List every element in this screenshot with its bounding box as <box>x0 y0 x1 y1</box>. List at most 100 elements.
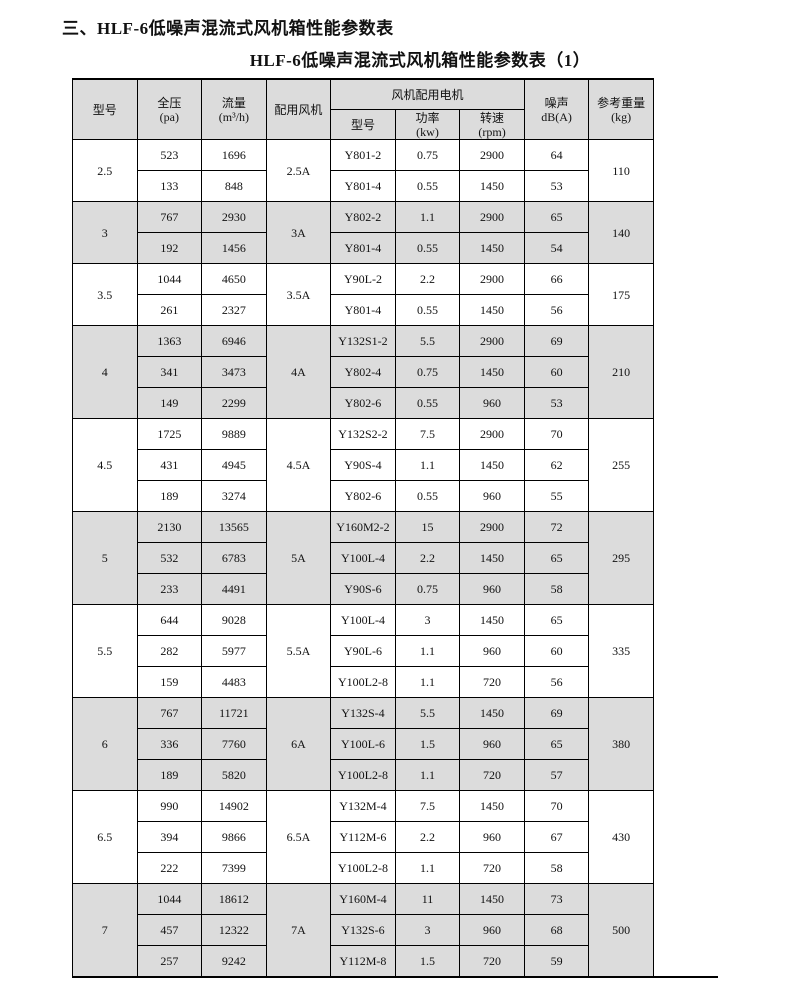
cell-fan: 2.5A <box>265 139 332 202</box>
cell-power: 0.55 <box>394 387 461 419</box>
cell-power: 2.2 <box>394 263 461 295</box>
cell-pressure: 1044 <box>136 883 203 915</box>
cell-speed: 960 <box>459 480 525 512</box>
cell-pressure: 192 <box>136 232 203 264</box>
cell-power: 1.1 <box>394 666 461 698</box>
cell-weight: 430 <box>588 790 654 884</box>
cell-noise: 64 <box>523 139 590 171</box>
cell-pressure: 222 <box>136 852 203 884</box>
cell-power: 0.75 <box>394 139 461 171</box>
cell-pressure: 1363 <box>136 325 203 357</box>
cell-motor-model: Y160M2-2 <box>330 511 396 543</box>
cell-power: 3 <box>394 604 461 636</box>
cell-noise: 69 <box>523 697 590 729</box>
cell-speed: 960 <box>459 728 525 760</box>
cell-motor-model: Y132M-4 <box>330 790 396 822</box>
table-body: 2.5 523 1696 2.5A Y801-2 0.75 2900 64 110 133 848 Y… <box>72 139 719 978</box>
cell-power: 15 <box>394 511 461 543</box>
cell-noise: 65 <box>523 201 590 233</box>
cell-weight: 295 <box>588 511 654 605</box>
cell-flow: 3473 <box>201 356 267 388</box>
cell-motor-model: Y100L-4 <box>330 604 396 636</box>
cell-motor-model: Y160M-4 <box>330 883 396 915</box>
cell-speed: 2900 <box>459 139 525 171</box>
cell-model: 6.5 <box>72 790 138 884</box>
cell-flow: 2327 <box>201 294 267 326</box>
cell-pressure: 767 <box>136 697 203 729</box>
header-model: 型号 <box>72 78 138 140</box>
table-row: 532 6783 Y100L-4 2.2 1450 65 <box>73 542 719 574</box>
header-weight: 参考重量 (kg) <box>588 78 654 140</box>
cell-pressure: 990 <box>136 790 203 822</box>
cell-pressure: 341 <box>136 356 203 388</box>
cell-power: 0.75 <box>394 573 461 605</box>
cell-fan: 4.5A <box>265 418 332 512</box>
cell-noise: 59 <box>523 945 590 978</box>
cell-power: 0.55 <box>394 480 461 512</box>
cell-power: 0.55 <box>394 232 461 264</box>
cell-flow: 848 <box>201 170 267 202</box>
cell-flow: 4945 <box>201 449 267 481</box>
cell-pressure: 133 <box>136 170 203 202</box>
cell-noise: 65 <box>523 542 590 574</box>
section-title: 三、HLF-6低噪声混流式风机箱性能参数表 <box>62 19 394 38</box>
cell-pressure: 189 <box>136 480 203 512</box>
cell-pressure: 767 <box>136 201 203 233</box>
cell-model: 6 <box>72 697 138 791</box>
cell-motor-model: Y802-6 <box>330 480 396 512</box>
table-row: 6.5 990 14902 6.5A Y132M-4 7.5 1450 70 430 <box>72 790 719 884</box>
cell-motor-model: Y802-6 <box>330 387 396 419</box>
cell-model: 5 <box>72 511 138 605</box>
cell-model: 3.5 <box>72 263 138 326</box>
cell-noise: 69 <box>523 325 590 357</box>
cell-flow: 12322 <box>201 914 267 946</box>
table-row: 149 2299 Y802-6 0.55 960 53 <box>73 387 719 419</box>
cell-speed: 2900 <box>459 325 525 357</box>
cell-power: 5.5 <box>394 697 461 729</box>
cell-pressure: 1044 <box>136 263 203 295</box>
cell-speed: 720 <box>459 666 525 698</box>
cell-pressure: 189 <box>136 759 203 791</box>
cell-fan: 5A <box>265 511 332 605</box>
table-row: 5.5 644 9028 5.5A Y100L-4 3 1450 65 335 <box>72 604 719 698</box>
cell-motor-model: Y801-2 <box>330 139 396 171</box>
cell-model: 4.5 <box>72 418 138 512</box>
cell-motor-model: Y112M-6 <box>330 821 396 853</box>
cell-pressure: 394 <box>136 821 203 853</box>
header-power: 功率 (kw) <box>394 109 461 140</box>
cell-pressure: 523 <box>136 139 203 171</box>
cell-noise: 58 <box>523 852 590 884</box>
cell-motor-model: Y801-4 <box>330 170 396 202</box>
cell-speed: 1450 <box>459 883 525 915</box>
cell-noise: 70 <box>523 790 590 822</box>
cell-power: 1.5 <box>394 945 461 978</box>
cell-pressure: 159 <box>136 666 203 698</box>
cell-flow: 4491 <box>201 573 267 605</box>
cell-flow: 18612 <box>201 883 267 915</box>
cell-motor-model: Y132S1-2 <box>330 325 396 357</box>
cell-model: 5.5 <box>72 604 138 698</box>
cell-flow: 6946 <box>201 325 267 357</box>
cell-speed: 960 <box>459 821 525 853</box>
cell-flow: 1456 <box>201 232 267 264</box>
cell-weight: 335 <box>588 604 654 698</box>
cell-speed: 960 <box>459 914 525 946</box>
cell-pressure: 644 <box>136 604 203 636</box>
table-title: HLF-6低噪声混流式风机箱性能参数表（1） <box>249 51 591 70</box>
cell-flow: 11721 <box>201 697 267 729</box>
cell-flow: 4650 <box>201 263 267 295</box>
cell-speed: 960 <box>459 573 525 605</box>
table-row: 3.5 1044 4650 3.5A Y90L-2 2.2 2900 66 175 <box>72 263 719 326</box>
cell-flow: 9866 <box>201 821 267 853</box>
cell-motor-model: Y100L2-8 <box>330 666 396 698</box>
cell-speed: 960 <box>459 635 525 667</box>
table-row: 6 767 11721 6A Y132S-4 5.5 1450 69 380 <box>72 697 719 791</box>
cell-speed: 1450 <box>459 790 525 822</box>
cell-model: 7 <box>72 883 138 978</box>
cell-power: 1.1 <box>394 201 461 233</box>
table-row: 4.5 1725 9889 4.5A Y132S2-2 7.5 2900 70 255 <box>72 418 719 512</box>
cell-motor-model: Y802-4 <box>330 356 396 388</box>
cell-flow: 6783 <box>201 542 267 574</box>
cell-flow: 5820 <box>201 759 267 791</box>
cell-fan: 6.5A <box>265 790 332 884</box>
